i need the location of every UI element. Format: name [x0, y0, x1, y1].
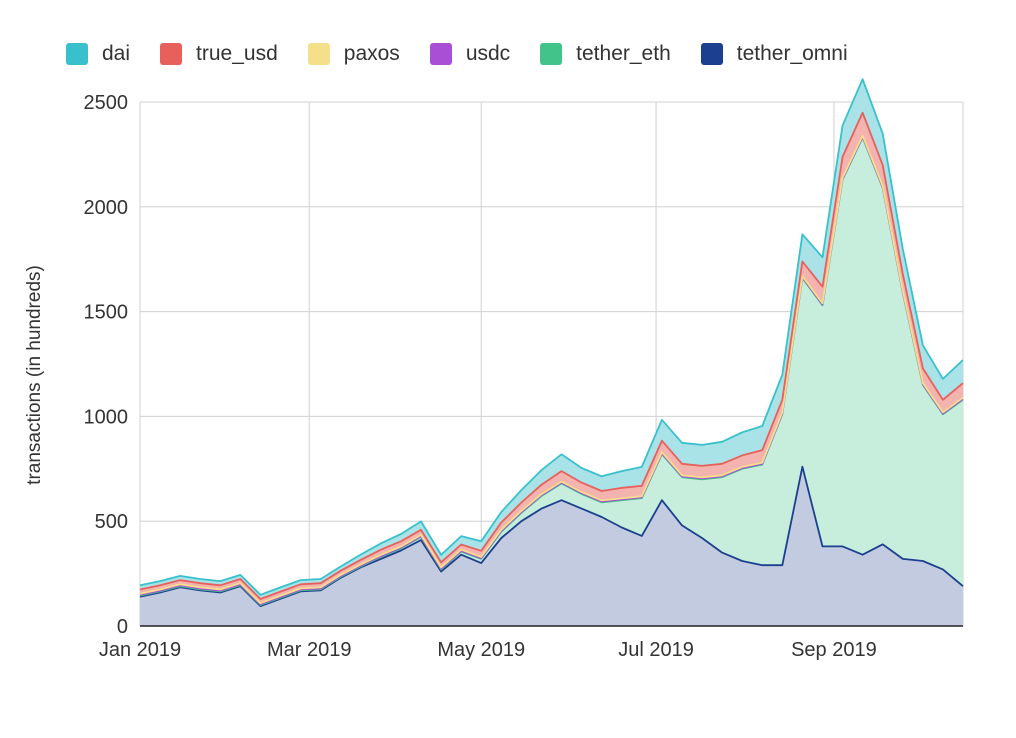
- area-tether-omni: [140, 466, 963, 626]
- line-tether-omni: [139, 465, 964, 607]
- legend-swatch-usdc: [429, 43, 452, 65]
- series-areas: [140, 79, 963, 626]
- legend-label-usdc: usdc: [465, 42, 511, 65]
- legend-swatch-dai: [66, 43, 88, 65]
- legend-swatch-paxos: [307, 43, 330, 65]
- legend-item-dai[interactable]: dai: [66, 42, 130, 66]
- legend-item-tether-eth[interactable]: tether_eth: [540, 42, 671, 66]
- legend-label-true-usd: true_usd: [196, 42, 278, 65]
- y-tick-label: 0: [117, 616, 128, 638]
- legend-label-tether-omni: tether_omni: [736, 42, 848, 65]
- legend-label-tether-eth: tether_eth: [576, 42, 671, 65]
- line-dai: [139, 78, 964, 596]
- area-dai: [140, 79, 963, 599]
- legend-item-usdc[interactable]: usdc: [429, 42, 511, 66]
- x-tick-label: Jul 2019: [618, 639, 694, 661]
- series-lines: [139, 78, 964, 607]
- legend-swatch-tether-omni: [700, 43, 723, 65]
- legend-label-paxos: paxos: [343, 42, 400, 65]
- x-tick-label: Mar 2019: [267, 639, 352, 661]
- x-tick-label: May 2019: [437, 639, 525, 661]
- x-tick-label: Jan 2019: [99, 639, 181, 661]
- legend-item-paxos[interactable]: paxos: [307, 42, 400, 66]
- axes: 0 500 1000 1500 2000 2500 Jan 2019 Mar 2019 May …: [84, 92, 963, 661]
- line-paxos: [139, 134, 964, 605]
- y-tick-label: 2500: [84, 92, 129, 114]
- legend: dai true_usd paxos usdc tether_eth tethe…: [66, 42, 878, 66]
- y-tick-label: 1500: [84, 302, 129, 324]
- y-tick-label: 2000: [84, 197, 129, 219]
- legend-label-dai: dai: [102, 42, 131, 65]
- legend-swatch-true-usd: [160, 43, 183, 65]
- y-axis-label: transactions (in hundreds): [24, 265, 45, 485]
- x-tick-label: Sep 2019: [791, 639, 877, 661]
- line-true-usd: [139, 111, 964, 600]
- legend-swatch-tether-eth: [540, 43, 563, 65]
- legend-item-true-usd[interactable]: true_usd: [160, 42, 278, 66]
- legend-item-tether-omni[interactable]: tether_omni: [700, 42, 848, 66]
- area-tether-eth: [140, 137, 963, 607]
- y-tick-label: 500: [95, 511, 128, 533]
- y-tick-label: 1000: [84, 406, 129, 428]
